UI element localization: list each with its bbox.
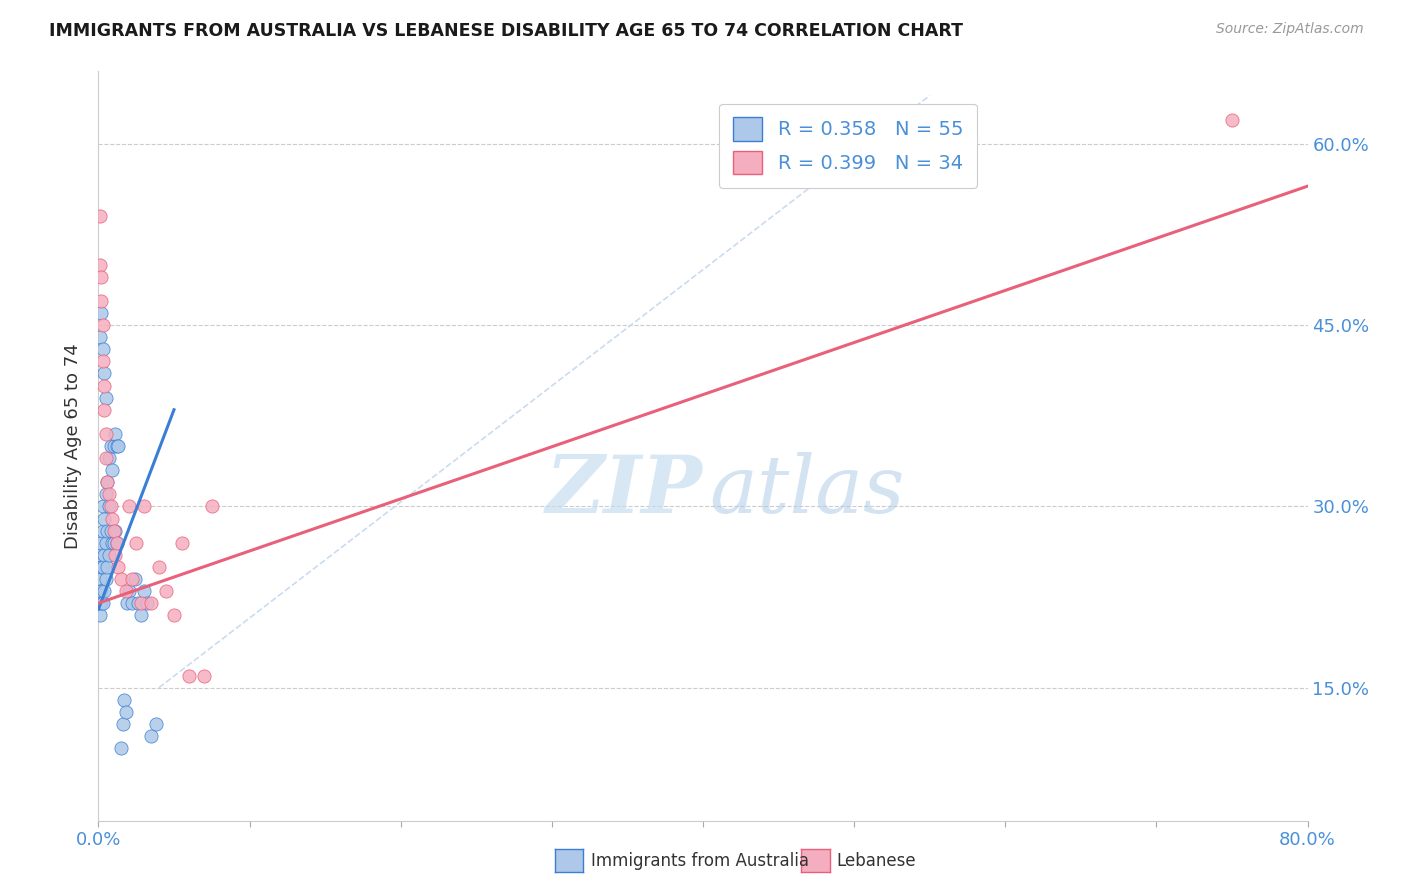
Point [90, 306, 112, 320]
Point [91, 524, 114, 538]
Point [96, 475, 118, 490]
Point [98, 548, 121, 562]
Point [89, 210, 111, 224]
Point [94, 535, 117, 549]
Point [89, 258, 111, 272]
Point [163, 608, 186, 623]
Point [89, 596, 111, 610]
Point [179, 668, 201, 682]
Text: IMMIGRANTS FROM AUSTRALIA VS LEBANESE DISABILITY AGE 65 TO 74 CORRELATION CHART: IMMIGRANTS FROM AUSTRALIA VS LEBANESE DI… [49, 22, 963, 40]
Point [125, 535, 148, 549]
Point [114, 705, 136, 719]
Point [129, 608, 152, 623]
Point [115, 596, 138, 610]
Point [104, 548, 127, 562]
Point [114, 584, 136, 599]
Point [93, 584, 115, 599]
Point [105, 535, 128, 549]
Point [96, 475, 118, 490]
Point [90, 269, 112, 284]
Point [201, 500, 224, 514]
Point [90, 584, 112, 599]
Point [193, 668, 215, 682]
Point [91, 318, 114, 333]
Point [91, 559, 114, 574]
Point [90, 596, 112, 610]
Point [112, 693, 135, 707]
Point [121, 596, 143, 610]
Point [107, 559, 129, 574]
Y-axis label: Disability Age 65 to 74: Disability Age 65 to 74 [65, 343, 83, 549]
Point [145, 717, 167, 731]
Point [91, 500, 114, 514]
Text: Immigrants from Australia: Immigrants from Australia [591, 852, 808, 870]
Point [110, 741, 132, 756]
Point [100, 439, 122, 453]
Point [132, 500, 155, 514]
Point [94, 572, 117, 586]
Point [121, 572, 143, 586]
Point [90, 559, 112, 574]
Point [90, 535, 112, 549]
Text: Source: ZipAtlas.com: Source: ZipAtlas.com [1216, 22, 1364, 37]
Point [135, 596, 157, 610]
Point [96, 559, 118, 574]
Point [98, 451, 121, 466]
Point [98, 500, 121, 514]
Text: ZIP: ZIP [546, 452, 703, 530]
Point [93, 548, 115, 562]
Point [124, 572, 146, 586]
Text: Lebanese: Lebanese [837, 852, 917, 870]
Point [110, 572, 132, 586]
Point [118, 584, 141, 599]
Point [93, 511, 115, 525]
Point [101, 463, 124, 477]
Point [101, 511, 124, 525]
Legend: R = 0.358   N = 55, R = 0.399   N = 34: R = 0.358 N = 55, R = 0.399 N = 34 [720, 103, 977, 188]
Point [129, 596, 152, 610]
Point [103, 535, 125, 549]
Point [91, 596, 114, 610]
Point [93, 367, 115, 381]
Point [91, 354, 114, 368]
Point [89, 572, 111, 586]
Point [94, 391, 117, 405]
Text: atlas: atlas [709, 452, 904, 530]
Point [103, 524, 125, 538]
Point [127, 596, 149, 610]
Point [89, 548, 111, 562]
Point [118, 500, 141, 514]
Point [89, 330, 111, 344]
Point [148, 559, 170, 574]
Point [100, 500, 122, 514]
Point [111, 717, 134, 731]
Point [100, 524, 122, 538]
Point [91, 343, 114, 357]
Point [105, 535, 128, 549]
Point [107, 439, 129, 453]
Point [90, 293, 112, 308]
Point [94, 451, 117, 466]
Point [96, 524, 118, 538]
Point [89, 584, 111, 599]
Point [132, 584, 155, 599]
Point [105, 439, 128, 453]
Point [98, 487, 121, 501]
Point [170, 535, 193, 549]
Point [141, 596, 163, 610]
Point [89, 608, 111, 623]
Point [155, 584, 177, 599]
Point [104, 524, 127, 538]
Point [1220, 112, 1243, 127]
Point [104, 426, 127, 441]
Point [93, 378, 115, 392]
Point [94, 426, 117, 441]
Point [103, 439, 125, 453]
Point [93, 402, 115, 417]
Point [94, 487, 117, 501]
Point [101, 535, 124, 549]
Point [141, 729, 163, 743]
